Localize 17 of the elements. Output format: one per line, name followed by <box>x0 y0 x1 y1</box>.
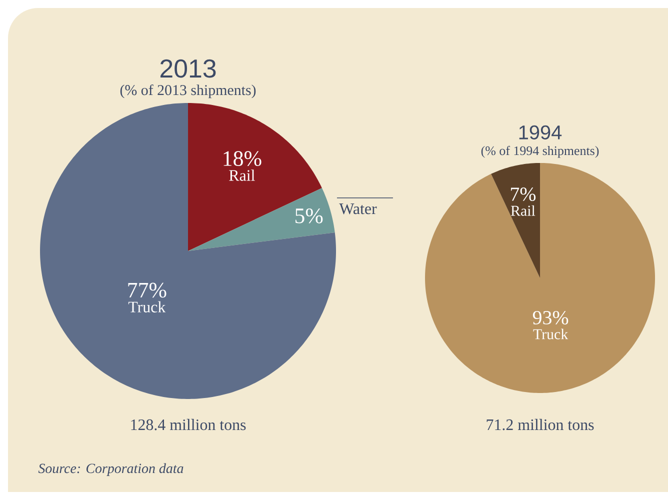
text: 71.2 million tons <box>486 418 594 430</box>
source-note: Source: Corporation data <box>38 463 184 476</box>
chart-subtitle: (% of 1994 shipments) <box>481 146 599 158</box>
data-label: 7% <box>510 188 536 202</box>
slice-label: Water <box>339 204 377 214</box>
data-label: 77% <box>128 282 166 298</box>
data-label: 5% <box>295 208 323 224</box>
slice-label: Rail <box>510 205 536 216</box>
chart-title: 2013 <box>160 59 216 78</box>
text: 128.4 million tons <box>131 418 246 430</box>
data-label: 18% <box>224 151 262 166</box>
data-label: 93% <box>532 310 568 324</box>
slice-label: Truck <box>533 328 568 340</box>
chart-title: 1994 <box>519 125 562 140</box>
slice-label: Truck <box>128 301 166 312</box>
chart-subtitle: (% of 2013 shipments) <box>120 84 256 98</box>
slice-label: Rail <box>229 170 255 181</box>
